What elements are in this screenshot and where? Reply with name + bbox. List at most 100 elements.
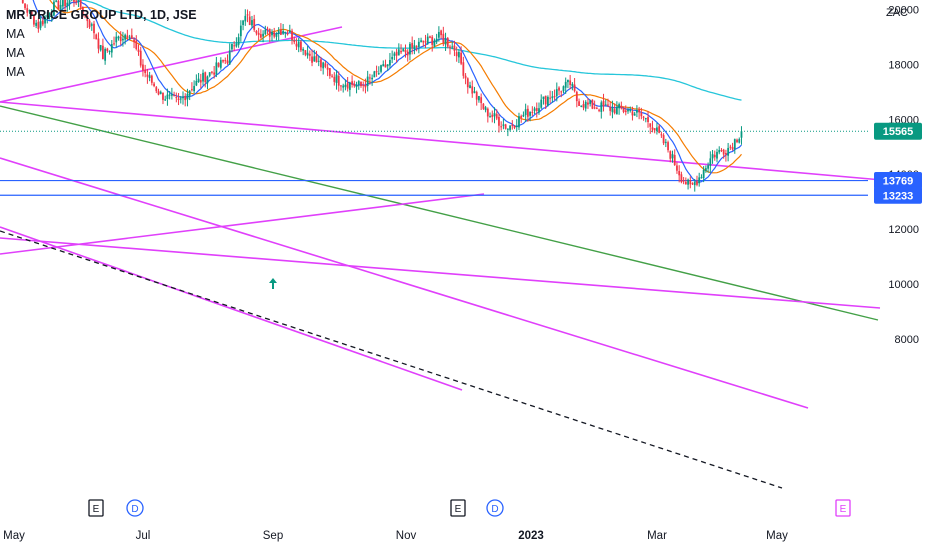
candle-body	[193, 85, 196, 92]
candle-body	[362, 84, 365, 86]
candle-body	[104, 48, 107, 61]
trendline	[0, 230, 783, 489]
candle-body	[68, 0, 71, 5]
candle-body	[119, 36, 122, 42]
candle-body	[591, 99, 594, 109]
candle-body	[217, 63, 220, 67]
candle-body	[551, 96, 554, 99]
candle-body	[604, 104, 607, 106]
candle-body	[462, 62, 465, 76]
candle-body	[117, 36, 120, 39]
candle-body	[364, 85, 367, 88]
candle-body	[95, 34, 98, 40]
candle-body	[736, 139, 738, 143]
candle-body	[689, 180, 692, 185]
candle-body	[673, 155, 676, 166]
candle-body	[473, 91, 476, 93]
candle-body	[273, 32, 276, 37]
candle-body	[526, 108, 529, 117]
candle-body	[353, 83, 356, 87]
ma-indicator-1[interactable]: MA	[6, 27, 25, 41]
candle-body	[620, 105, 623, 109]
trendlines[interactable]	[0, 26, 883, 489]
candle-body	[66, 2, 69, 7]
candle-body	[533, 108, 536, 111]
candle-body	[578, 101, 580, 106]
candle-body	[529, 111, 531, 116]
candle-body	[411, 43, 414, 48]
candle-body	[424, 41, 427, 43]
candle-body	[204, 72, 207, 83]
trendline	[0, 101, 883, 181]
symbol-title[interactable]: MR PRICE GROUP LTD, 1D, JSE	[6, 8, 197, 22]
earnings-icon	[88, 499, 104, 517]
candle-body	[182, 96, 184, 99]
candle-body	[513, 126, 516, 128]
ma-indicator-2[interactable]: MA	[6, 46, 25, 60]
y-tick-label: 18000	[888, 59, 919, 71]
candle-body	[380, 65, 382, 72]
candle-body	[155, 87, 158, 92]
candle-body	[21, 0, 24, 3]
candle-body	[50, 14, 53, 17]
candle-body	[460, 52, 463, 64]
candle-body	[660, 134, 663, 136]
candle-body	[206, 76, 209, 84]
candle-body	[244, 15, 247, 22]
candle-body	[471, 86, 474, 94]
candle-body	[57, 0, 60, 10]
candle-body	[324, 63, 327, 67]
candle-body	[631, 111, 634, 116]
candle-body	[466, 78, 469, 88]
candle-body	[613, 109, 616, 114]
candle-body	[162, 92, 164, 100]
candle-body	[582, 104, 585, 108]
candle-body	[415, 46, 418, 48]
candle-body	[707, 165, 709, 169]
candle-body	[39, 21, 42, 28]
candle-body	[333, 76, 336, 82]
candle-body	[682, 180, 685, 182]
candle-body	[560, 91, 563, 93]
candle-body	[382, 64, 385, 67]
candle-body	[37, 21, 40, 30]
candle-body	[562, 86, 565, 92]
candle-body	[208, 72, 211, 76]
candle-body	[342, 85, 345, 88]
trendline	[0, 157, 809, 409]
candle-body	[544, 95, 547, 105]
candle-body	[618, 104, 620, 109]
ma-indicator-3[interactable]: MA	[6, 65, 25, 79]
candle-body	[44, 17, 46, 24]
candle-body	[676, 165, 678, 171]
candle-body	[482, 103, 485, 109]
event-marker-label: E	[840, 504, 847, 515]
candle-body	[277, 30, 280, 34]
horizontal-levels[interactable]	[0, 130, 868, 196]
price-tag-label: 13233	[883, 190, 914, 202]
time-axis[interactable]: May Jul Sep Nov 2023 Mar May	[3, 530, 788, 542]
candle-body	[500, 126, 503, 128]
candle-body	[713, 154, 716, 158]
candle-body	[480, 97, 483, 104]
candle-body	[431, 36, 434, 45]
candle-body	[678, 171, 681, 176]
candle-body	[540, 99, 543, 108]
y-tick-label: 8000	[895, 334, 919, 346]
candle-body	[502, 124, 505, 126]
candle-body	[366, 76, 369, 87]
candle-body	[28, 10, 31, 12]
candle-body	[64, 0, 66, 7]
candle-body	[157, 91, 160, 95]
candle-body	[440, 30, 442, 36]
candle-body	[609, 107, 612, 111]
candle-body	[393, 53, 396, 56]
candle-body	[478, 96, 480, 101]
price-tag: 15565	[874, 122, 922, 140]
candle-body	[253, 18, 256, 30]
candle-body	[437, 31, 440, 38]
candle-body	[633, 113, 636, 116]
candle-body	[535, 108, 538, 111]
